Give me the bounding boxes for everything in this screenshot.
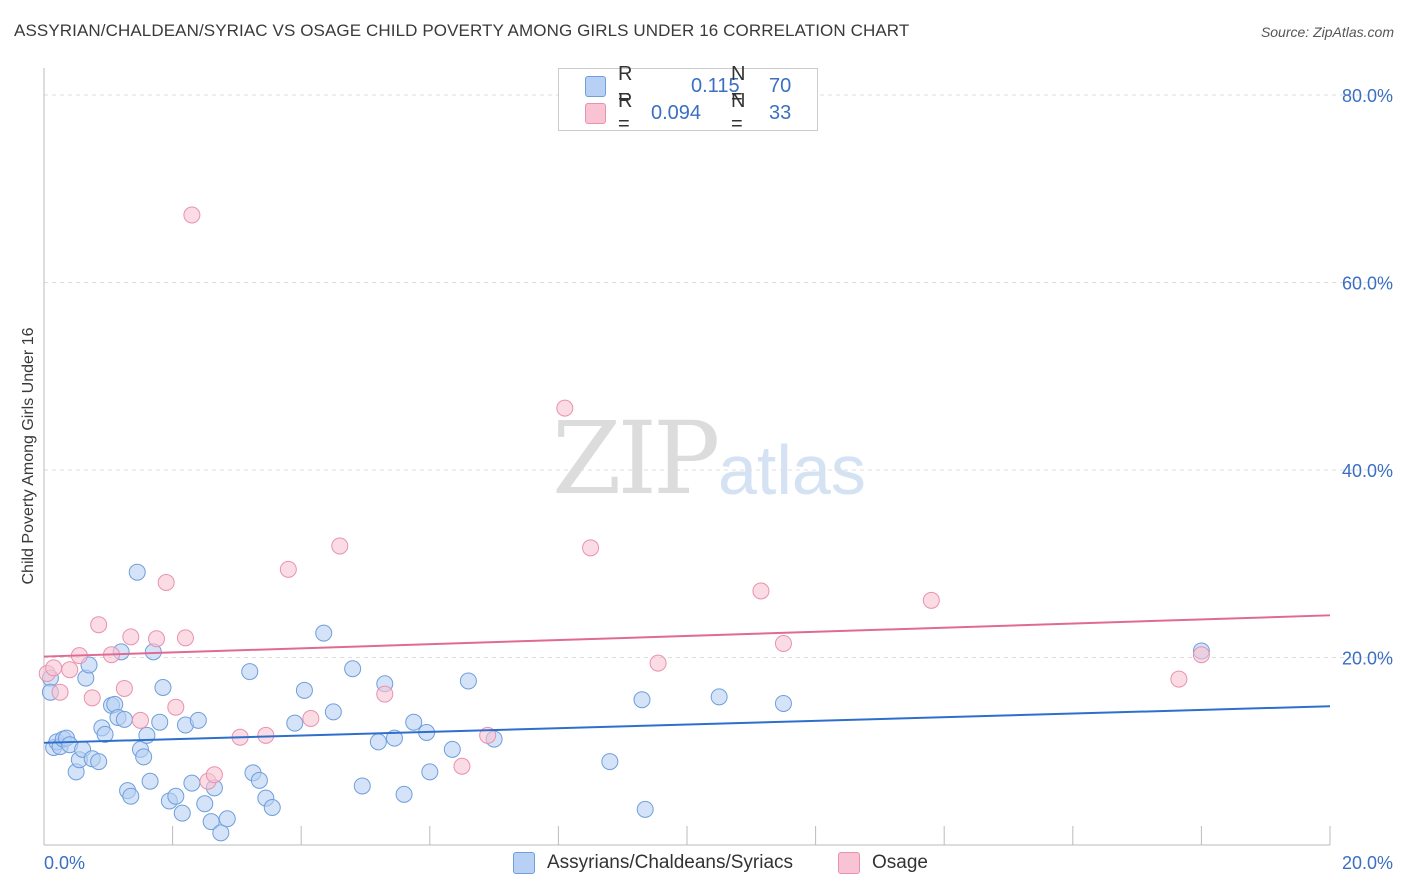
bottom-legend-swatch-pink	[838, 852, 860, 874]
assyrian-point	[154, 679, 172, 696]
osage-point	[752, 582, 770, 600]
assyrian-point	[250, 771, 268, 789]
legend-n-value: 70	[769, 74, 792, 97]
assyrian-point	[385, 729, 403, 747]
legend-r-value: 0.115	[691, 74, 740, 97]
assyrian-point	[421, 763, 439, 781]
assyrian-point	[344, 660, 362, 678]
osage-point	[582, 539, 600, 557]
correlation-legend: R = 0.115 N = 70 R = 0.094 N = 33	[558, 63, 818, 135]
osage-point	[45, 659, 63, 677]
assyrian-point	[633, 691, 651, 709]
assyrian-point	[263, 799, 281, 816]
bottom-legend-swatch-blue	[513, 852, 535, 874]
legend-n-label: N =	[731, 63, 746, 108]
osage-point	[83, 689, 101, 707]
assyrian-point	[286, 714, 304, 732]
osage-point	[302, 709, 320, 727]
bottom-legend-assyrian: Assyrians/Chaldeans/Syriacs	[513, 852, 793, 874]
assyrian-point	[395, 785, 413, 803]
osage-point	[556, 399, 574, 417]
osage-point	[205, 766, 223, 784]
bottom-legend-osage: Osage	[838, 852, 928, 874]
osage-point	[1170, 670, 1188, 688]
assyrian-point	[405, 713, 423, 731]
legend-r-value: 0.094	[651, 101, 702, 124]
assyrian-point	[167, 787, 185, 805]
assyrian-point	[324, 703, 342, 721]
assyrian-point	[141, 772, 159, 790]
assyrian-point	[601, 753, 619, 771]
osage-point	[922, 591, 940, 609]
assyrian-point	[212, 824, 230, 842]
osage-point	[122, 628, 140, 646]
osage-point	[176, 629, 194, 647]
assyrian-point	[459, 672, 477, 690]
source-label: Source: ZipAtlas.com	[1260, 24, 1394, 40]
legend-swatch-pink	[585, 103, 606, 124]
osage-point	[257, 726, 275, 744]
osage-point	[148, 630, 166, 648]
osage-point	[61, 661, 79, 679]
osage-point	[90, 616, 108, 634]
legend-n-label: N =	[731, 90, 746, 135]
legend-r-label: R =	[618, 90, 633, 135]
bottom-legend-label: Assyrians/Chaldeans/Syriacs	[547, 852, 794, 873]
x-tick-label: 20.0%	[1342, 853, 1393, 873]
assyrian-point	[135, 748, 153, 766]
osage-point	[157, 574, 175, 591]
watermark-zip: ZIP	[552, 400, 720, 517]
assyrian-point	[202, 813, 220, 831]
y-tick-label: 80.0%	[1342, 86, 1393, 106]
osage-point	[453, 757, 471, 775]
assyrian-point	[241, 663, 259, 681]
assyrian-point	[353, 777, 371, 795]
osage-point	[131, 711, 149, 729]
y-tick-label: 20.0%	[1342, 649, 1393, 669]
assyrian-point	[173, 804, 191, 822]
assyrian-point	[295, 681, 313, 699]
osage-point	[376, 685, 394, 703]
osage-point	[279, 560, 297, 578]
legend-n-value: 33	[769, 101, 792, 124]
chart-title: ASSYRIAN/CHALDEAN/SYRIAC VS OSAGE CHILD …	[14, 21, 910, 40]
osage-point	[1192, 646, 1210, 664]
assyrian-point	[443, 740, 461, 758]
legend-r-label: R =	[618, 63, 633, 108]
assyrian-point	[96, 725, 114, 743]
assyrian-point	[315, 624, 333, 642]
assyrian-point	[90, 753, 108, 771]
assyrian-point	[196, 795, 214, 813]
assyrian-point	[128, 563, 146, 581]
bottom-legend-label: Osage	[872, 852, 928, 873]
osage-point	[331, 537, 349, 555]
osage-point	[774, 634, 792, 652]
osage-trend-line	[43, 614, 1331, 658]
assyrian-trend-line	[43, 705, 1331, 744]
legend-swatch-blue	[585, 76, 606, 97]
y-tick-label: 40.0%	[1342, 461, 1393, 481]
osage-point	[167, 698, 185, 716]
osage-point	[115, 679, 133, 697]
assyrian-point	[636, 800, 654, 818]
assyrian-point	[183, 774, 201, 792]
assyrian-point	[218, 810, 236, 828]
assyrian-point	[122, 787, 140, 805]
assyrian-point	[151, 713, 169, 731]
assyrian-point	[189, 711, 207, 729]
x-tick-label: 0.0%	[44, 853, 85, 873]
assyrian-point	[115, 710, 133, 728]
osage-point	[649, 654, 667, 672]
assyrian-point	[710, 688, 728, 706]
osage-point	[183, 206, 201, 224]
assyrian-point	[369, 733, 387, 751]
osage-point	[51, 683, 69, 701]
assyrian-point	[774, 694, 792, 712]
y-tick-label: 60.0%	[1342, 274, 1393, 294]
